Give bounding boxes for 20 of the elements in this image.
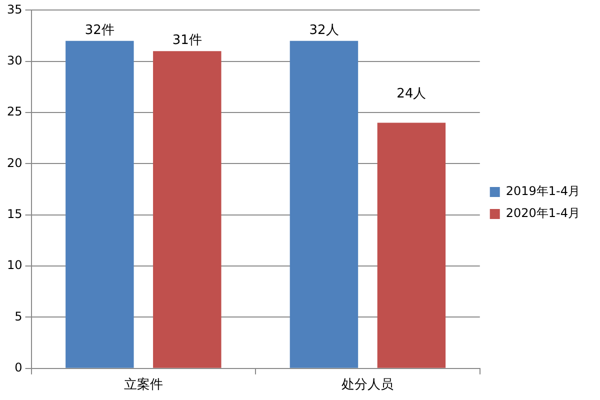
bar xyxy=(153,51,222,368)
data-label: 24人 xyxy=(396,86,426,102)
legend-label: 2019年1-4月 xyxy=(506,184,580,198)
bar xyxy=(66,40,134,368)
data-label: 32件 xyxy=(84,22,114,38)
y-tick-label: 15 xyxy=(6,207,22,222)
data-label: 31件 xyxy=(172,33,202,48)
y-tick-label: 10 xyxy=(6,258,22,272)
bar xyxy=(290,40,358,368)
bar xyxy=(377,122,446,368)
y-tick-label: 20 xyxy=(6,156,22,170)
legend-label: 2020年1-4月 xyxy=(506,206,580,220)
x-tick-label: 处分人员 xyxy=(342,378,394,393)
y-tick-label: 5 xyxy=(14,309,22,324)
y-tick-label: 0 xyxy=(14,360,22,375)
x-tick-label: 立案件 xyxy=(124,376,163,393)
y-tick-label: 25 xyxy=(6,104,22,119)
data-label: 32人 xyxy=(309,22,339,38)
y-tick-label: 35 xyxy=(6,2,22,16)
y-tick-label: 30 xyxy=(6,53,22,68)
